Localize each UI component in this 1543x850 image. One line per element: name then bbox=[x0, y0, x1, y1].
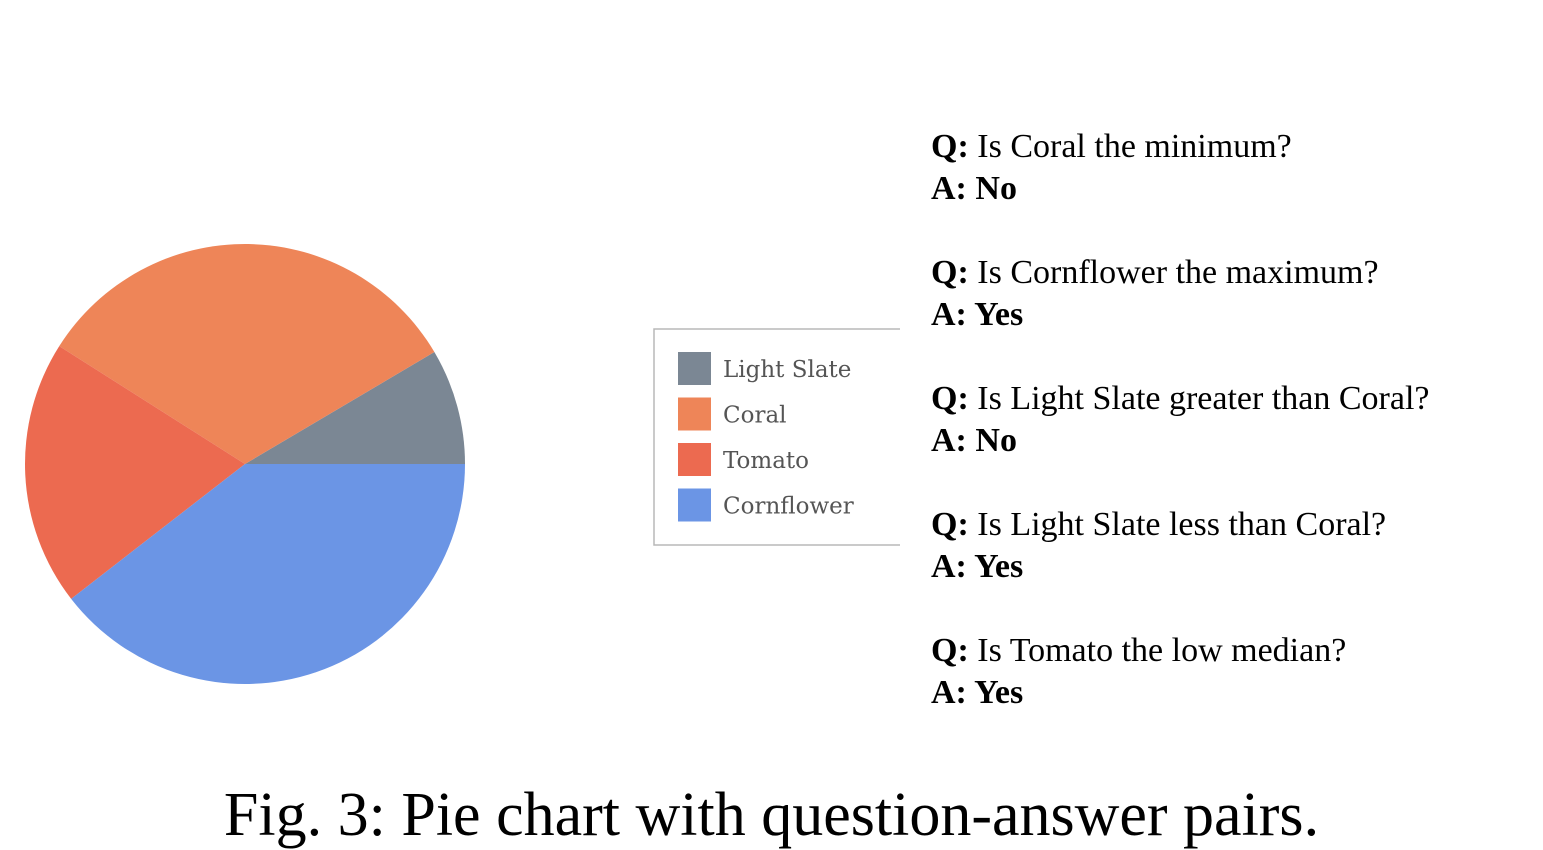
answer-4: A: Yes bbox=[931, 546, 1507, 588]
question-1: Q: Is Coral the minimum? bbox=[931, 126, 1507, 168]
answer-prefix: A: bbox=[931, 170, 967, 207]
chart-legend: Light Slate Coral Tomato Cornflower bbox=[653, 328, 900, 546]
answer-5: A: Yes bbox=[931, 672, 1507, 714]
answer-text: Yes bbox=[974, 548, 1024, 585]
qa-pair-3: Q: Is Light Slate greater than Coral? A:… bbox=[931, 378, 1507, 462]
answer-text: Yes bbox=[974, 674, 1024, 711]
legend-swatch bbox=[678, 443, 711, 476]
answer-prefix: A: bbox=[931, 548, 967, 585]
qa-pair-1: Q: Is Coral the minimum? A: No bbox=[931, 126, 1507, 210]
qa-pair-5: Q: Is Tomato the low median? A: Yes bbox=[931, 630, 1507, 714]
answer-3: A: No bbox=[931, 420, 1507, 462]
question-4: Q: Is Light Slate less than Coral? bbox=[931, 504, 1507, 546]
pie-slice-cornflower bbox=[71, 464, 466, 684]
legend-items: Light Slate Coral Tomato Cornflower bbox=[678, 352, 854, 522]
answer-prefix: A: bbox=[931, 422, 967, 459]
qa-panel: Q: Is Coral the minimum? A: No Q: Is Cor… bbox=[931, 126, 1507, 756]
figure-caption: Fig. 3: Pie chart with question-answer p… bbox=[223, 781, 1320, 849]
question-prefix: Q: bbox=[931, 380, 969, 417]
legend-swatch bbox=[678, 397, 711, 431]
question-text: Is Light Slate less than Coral? bbox=[977, 506, 1387, 543]
legend-swatch bbox=[678, 488, 711, 522]
pie-chart: Light Slate Coral Tomato Cornflower bbox=[25, 244, 900, 684]
question-text: Is Cornflower the maximum? bbox=[977, 254, 1379, 291]
question-3: Q: Is Light Slate greater than Coral? bbox=[931, 378, 1507, 420]
pie-slice-light-slate bbox=[245, 352, 465, 464]
qa-pair-2: Q: Is Cornflower the maximum? A: Yes bbox=[931, 252, 1507, 336]
pie-slice-coral bbox=[59, 244, 435, 464]
answer-text: No bbox=[975, 170, 1017, 207]
legend-label: Tomato bbox=[723, 448, 809, 474]
pie-slices bbox=[25, 244, 466, 684]
answer-1: A: No bbox=[931, 168, 1507, 210]
pie-slice-tomato bbox=[25, 346, 246, 599]
answer-prefix: A: bbox=[931, 296, 967, 333]
legend-label: Coral bbox=[723, 403, 787, 429]
question-text: Is Coral the minimum? bbox=[977, 128, 1292, 165]
legend-swatch bbox=[678, 352, 711, 385]
question-prefix: Q: bbox=[931, 254, 969, 291]
question-2: Q: Is Cornflower the maximum? bbox=[931, 252, 1507, 294]
question-5: Q: Is Tomato the low median? bbox=[931, 630, 1507, 672]
legend-label: Light Slate bbox=[723, 357, 851, 383]
answer-2: A: Yes bbox=[931, 294, 1507, 336]
question-text: Is Tomato the low median? bbox=[977, 632, 1347, 669]
question-text: Is Light Slate greater than Coral? bbox=[977, 380, 1430, 417]
question-prefix: Q: bbox=[931, 632, 969, 669]
question-prefix: Q: bbox=[931, 128, 969, 165]
question-prefix: Q: bbox=[931, 506, 969, 543]
answer-text: Yes bbox=[974, 296, 1024, 333]
answer-prefix: A: bbox=[931, 674, 967, 711]
qa-pair-4: Q: Is Light Slate less than Coral? A: Ye… bbox=[931, 504, 1507, 588]
answer-text: No bbox=[975, 422, 1017, 459]
legend-label: Cornflower bbox=[723, 494, 854, 520]
